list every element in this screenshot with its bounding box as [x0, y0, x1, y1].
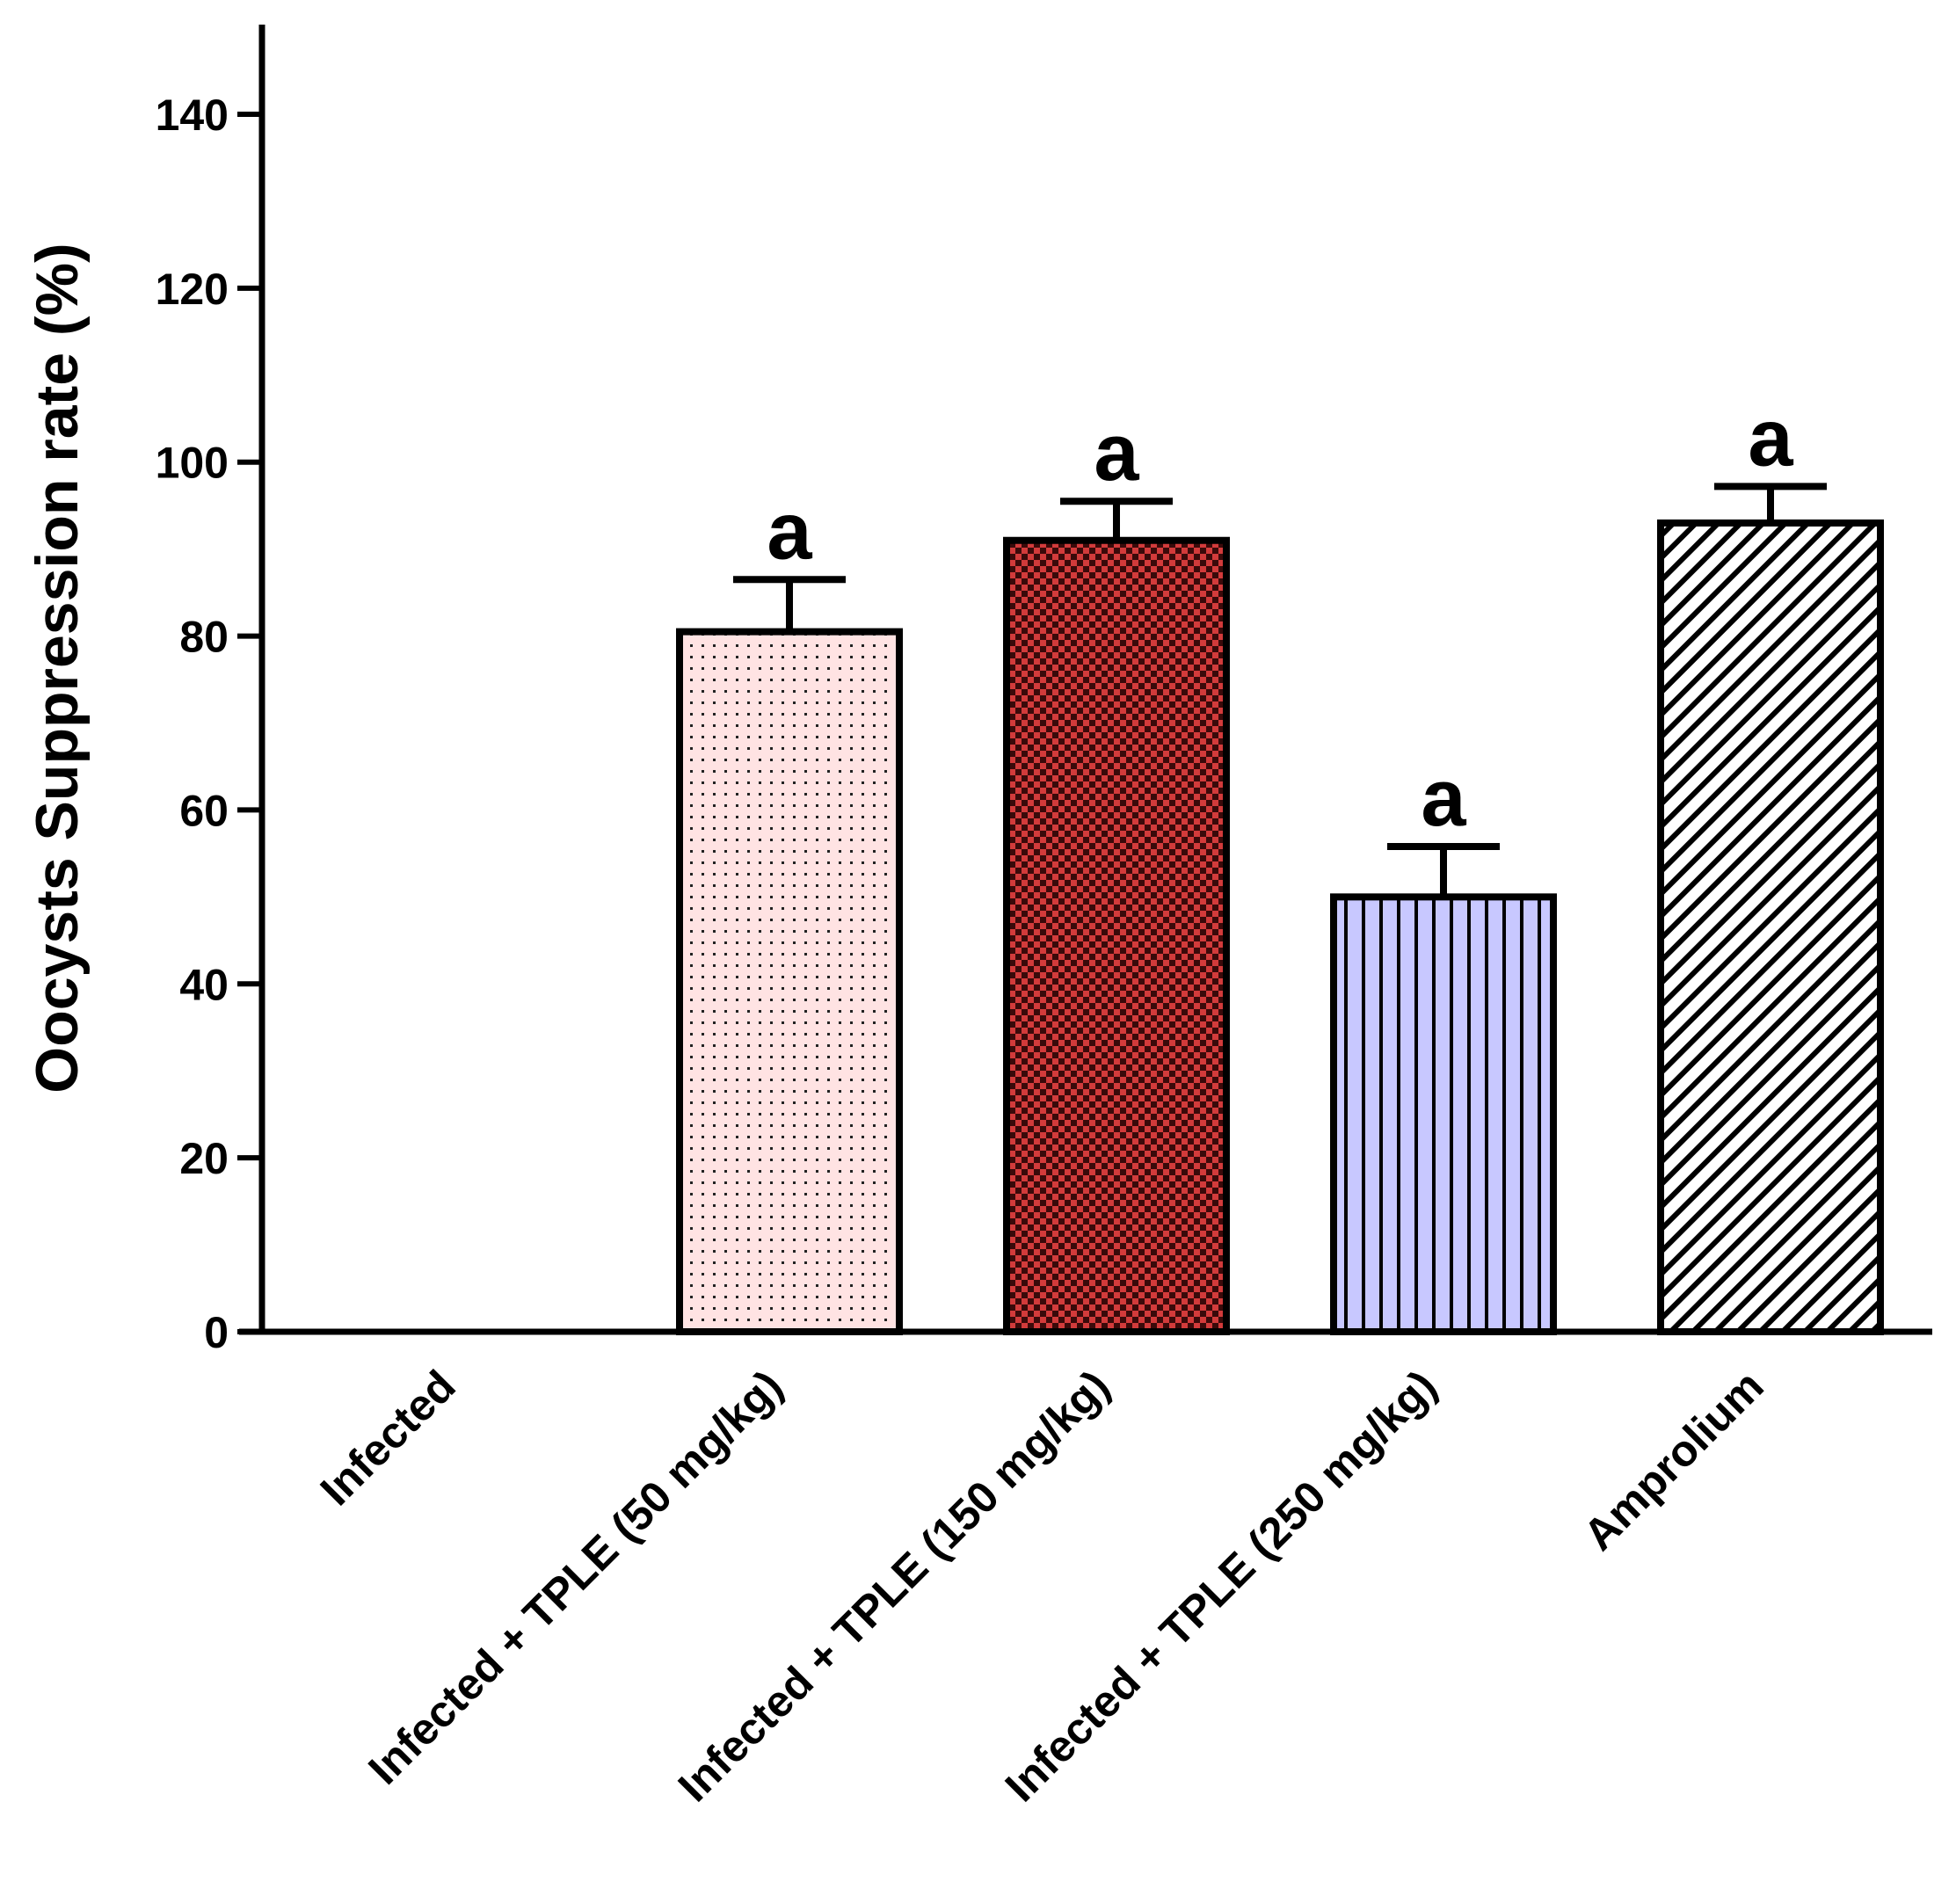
y-ticks: 0 20 40 60 80 100 120 140: [156, 91, 262, 1357]
y-tick-label: 60: [179, 786, 229, 835]
y-tick-label: 0: [204, 1308, 229, 1357]
y-tick-label: 80: [179, 613, 229, 662]
significance-label: a: [1748, 393, 1793, 483]
y-tick-label: 40: [179, 960, 229, 1009]
bars: [676, 519, 1884, 1335]
bar-3: [1003, 536, 1230, 1335]
bar-5: [1657, 519, 1884, 1335]
bar-4: [1330, 893, 1557, 1335]
significance-label: a: [1421, 753, 1466, 843]
y-tick-label: 100: [156, 439, 229, 488]
error-bars: [733, 483, 1827, 897]
y-axis-title: Oocysts Suppression rate (%): [24, 243, 91, 1093]
significance-label: a: [767, 486, 812, 576]
x-category-label: Amprolium: [1574, 1361, 1773, 1559]
significance-label: a: [1094, 408, 1139, 498]
bar-2: [676, 628, 903, 1335]
y-tick-label: 120: [156, 265, 229, 314]
y-tick-label: 140: [156, 91, 229, 140]
significance-labels: a a a a: [767, 393, 1793, 843]
y-tick-label: 20: [179, 1134, 229, 1183]
x-category-label: Infected: [311, 1361, 465, 1515]
